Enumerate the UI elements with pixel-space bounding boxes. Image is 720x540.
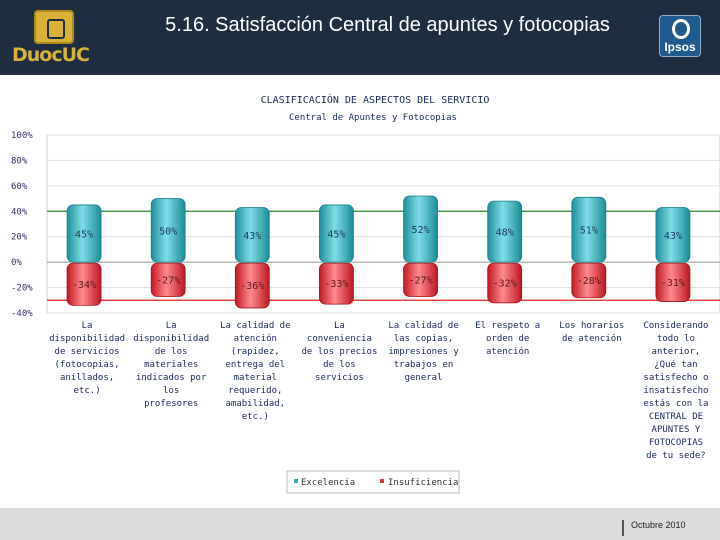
data-label-insuficiencia: -32% bbox=[493, 278, 517, 289]
ipsos-logo: Ipsos bbox=[659, 15, 701, 57]
footer-date: Octubre 2010 bbox=[631, 520, 686, 530]
bar-insuficiencia bbox=[571, 262, 607, 299]
bar-insuficiencia bbox=[319, 262, 354, 305]
satisfaction-chart: CLASIFICACIÓN DE ASPECTOS DEL SERVICIO C… bbox=[11, 93, 720, 494]
bar-excelencia bbox=[403, 195, 438, 263]
bar-insuficiencia bbox=[403, 262, 438, 297]
footer-bar: Octubre 2010 bbox=[0, 508, 720, 540]
data-label-insuficiencia: -36% bbox=[240, 281, 264, 292]
bar-excelencia bbox=[234, 207, 270, 263]
data-label-insuficiencia: -28% bbox=[577, 276, 601, 287]
data-label-excelencia: 45% bbox=[327, 230, 345, 241]
y-tick-label: -40% bbox=[11, 309, 33, 319]
bar-insuficiencia bbox=[234, 262, 270, 309]
data-label-excelencia: 48% bbox=[496, 228, 514, 239]
chart-title: CLASIFICACIÓN DE ASPECTOS DEL SERVICIO bbox=[261, 93, 490, 106]
data-label-excelencia: 52% bbox=[412, 225, 430, 236]
chart-legend: Excelencia Insuficiencia bbox=[286, 470, 460, 494]
legend-label-insuficiencia: Insuficiencia bbox=[388, 478, 458, 488]
bar-insuficiencia bbox=[150, 262, 186, 297]
category-label: La calidad de atención (rapidez, entrega de… bbox=[220, 321, 290, 422]
bar-insuficiencia bbox=[487, 262, 523, 304]
bar-excelencia bbox=[319, 204, 354, 263]
seal-icon bbox=[34, 10, 74, 44]
logo-text: DuocUC bbox=[12, 44, 90, 66]
category-label: La disponibilidad de los materiales indicado… bbox=[133, 321, 209, 409]
legend-swatch-insuficiencia bbox=[380, 479, 384, 483]
data-label-excelencia: 51% bbox=[580, 226, 598, 237]
category-label: Considerando todo lo anterior, ¿Qué tan sati… bbox=[643, 321, 708, 461]
category-label: La conveniencia de los precios de los servic… bbox=[302, 321, 378, 383]
data-label-insuficiencia: -31% bbox=[661, 278, 685, 289]
chart-subtitle: Central de Apuntes y Fotocopias bbox=[289, 113, 457, 123]
bar-excelencia bbox=[655, 207, 691, 263]
bar-excelencia bbox=[571, 196, 607, 263]
y-tick-label: 60% bbox=[11, 182, 28, 192]
data-label-insuficiencia: -33% bbox=[324, 279, 348, 290]
data-label-excelencia: 45% bbox=[75, 230, 93, 241]
data-label-insuficiencia: -27% bbox=[409, 275, 433, 286]
y-tick-label: 100% bbox=[11, 131, 33, 141]
y-tick-label: 20% bbox=[11, 233, 28, 243]
data-label-excelencia: 50% bbox=[159, 226, 177, 237]
ipsos-label: Ipsos bbox=[664, 40, 696, 54]
bar-excelencia bbox=[66, 204, 102, 263]
header-bar: DuocUC 5.16. Satisfacción Central de apu… bbox=[0, 0, 720, 75]
ipsos-mark-icon bbox=[672, 19, 690, 39]
data-label-excelencia: 43% bbox=[243, 231, 261, 242]
bar-excelencia bbox=[150, 198, 186, 263]
y-tick-label: 40% bbox=[11, 207, 28, 217]
category-label: La disponibilidad de servicios (fotocopias,… bbox=[49, 321, 125, 396]
category-label: La calidad de las copias, impresiones y tra… bbox=[388, 321, 459, 383]
footer-divider bbox=[622, 520, 624, 536]
bar-excelencia bbox=[487, 200, 523, 263]
y-tick-label: -20% bbox=[11, 284, 33, 294]
y-tick-label: 80% bbox=[11, 156, 28, 166]
legend-label-excelencia: Excelencia bbox=[301, 478, 355, 488]
data-label-excelencia: 43% bbox=[664, 231, 682, 242]
y-tick-label: 0% bbox=[11, 258, 22, 268]
legend-swatch-excelencia bbox=[294, 479, 298, 483]
legend-box bbox=[286, 470, 460, 494]
data-label-insuficiencia: -34% bbox=[72, 280, 96, 291]
bar-insuficiencia bbox=[66, 262, 102, 306]
duoc-uc-logo: DuocUC bbox=[12, 10, 96, 66]
page-title: 5.16. Satisfacción Central de apuntes y … bbox=[165, 14, 610, 36]
plot-area bbox=[46, 134, 720, 314]
category-label: El respeto a orden de atención bbox=[475, 321, 540, 357]
data-label-insuficiencia: -27% bbox=[156, 275, 180, 286]
bar-insuficiencia bbox=[655, 262, 691, 302]
category-label: Los horarios de atención bbox=[559, 321, 624, 344]
